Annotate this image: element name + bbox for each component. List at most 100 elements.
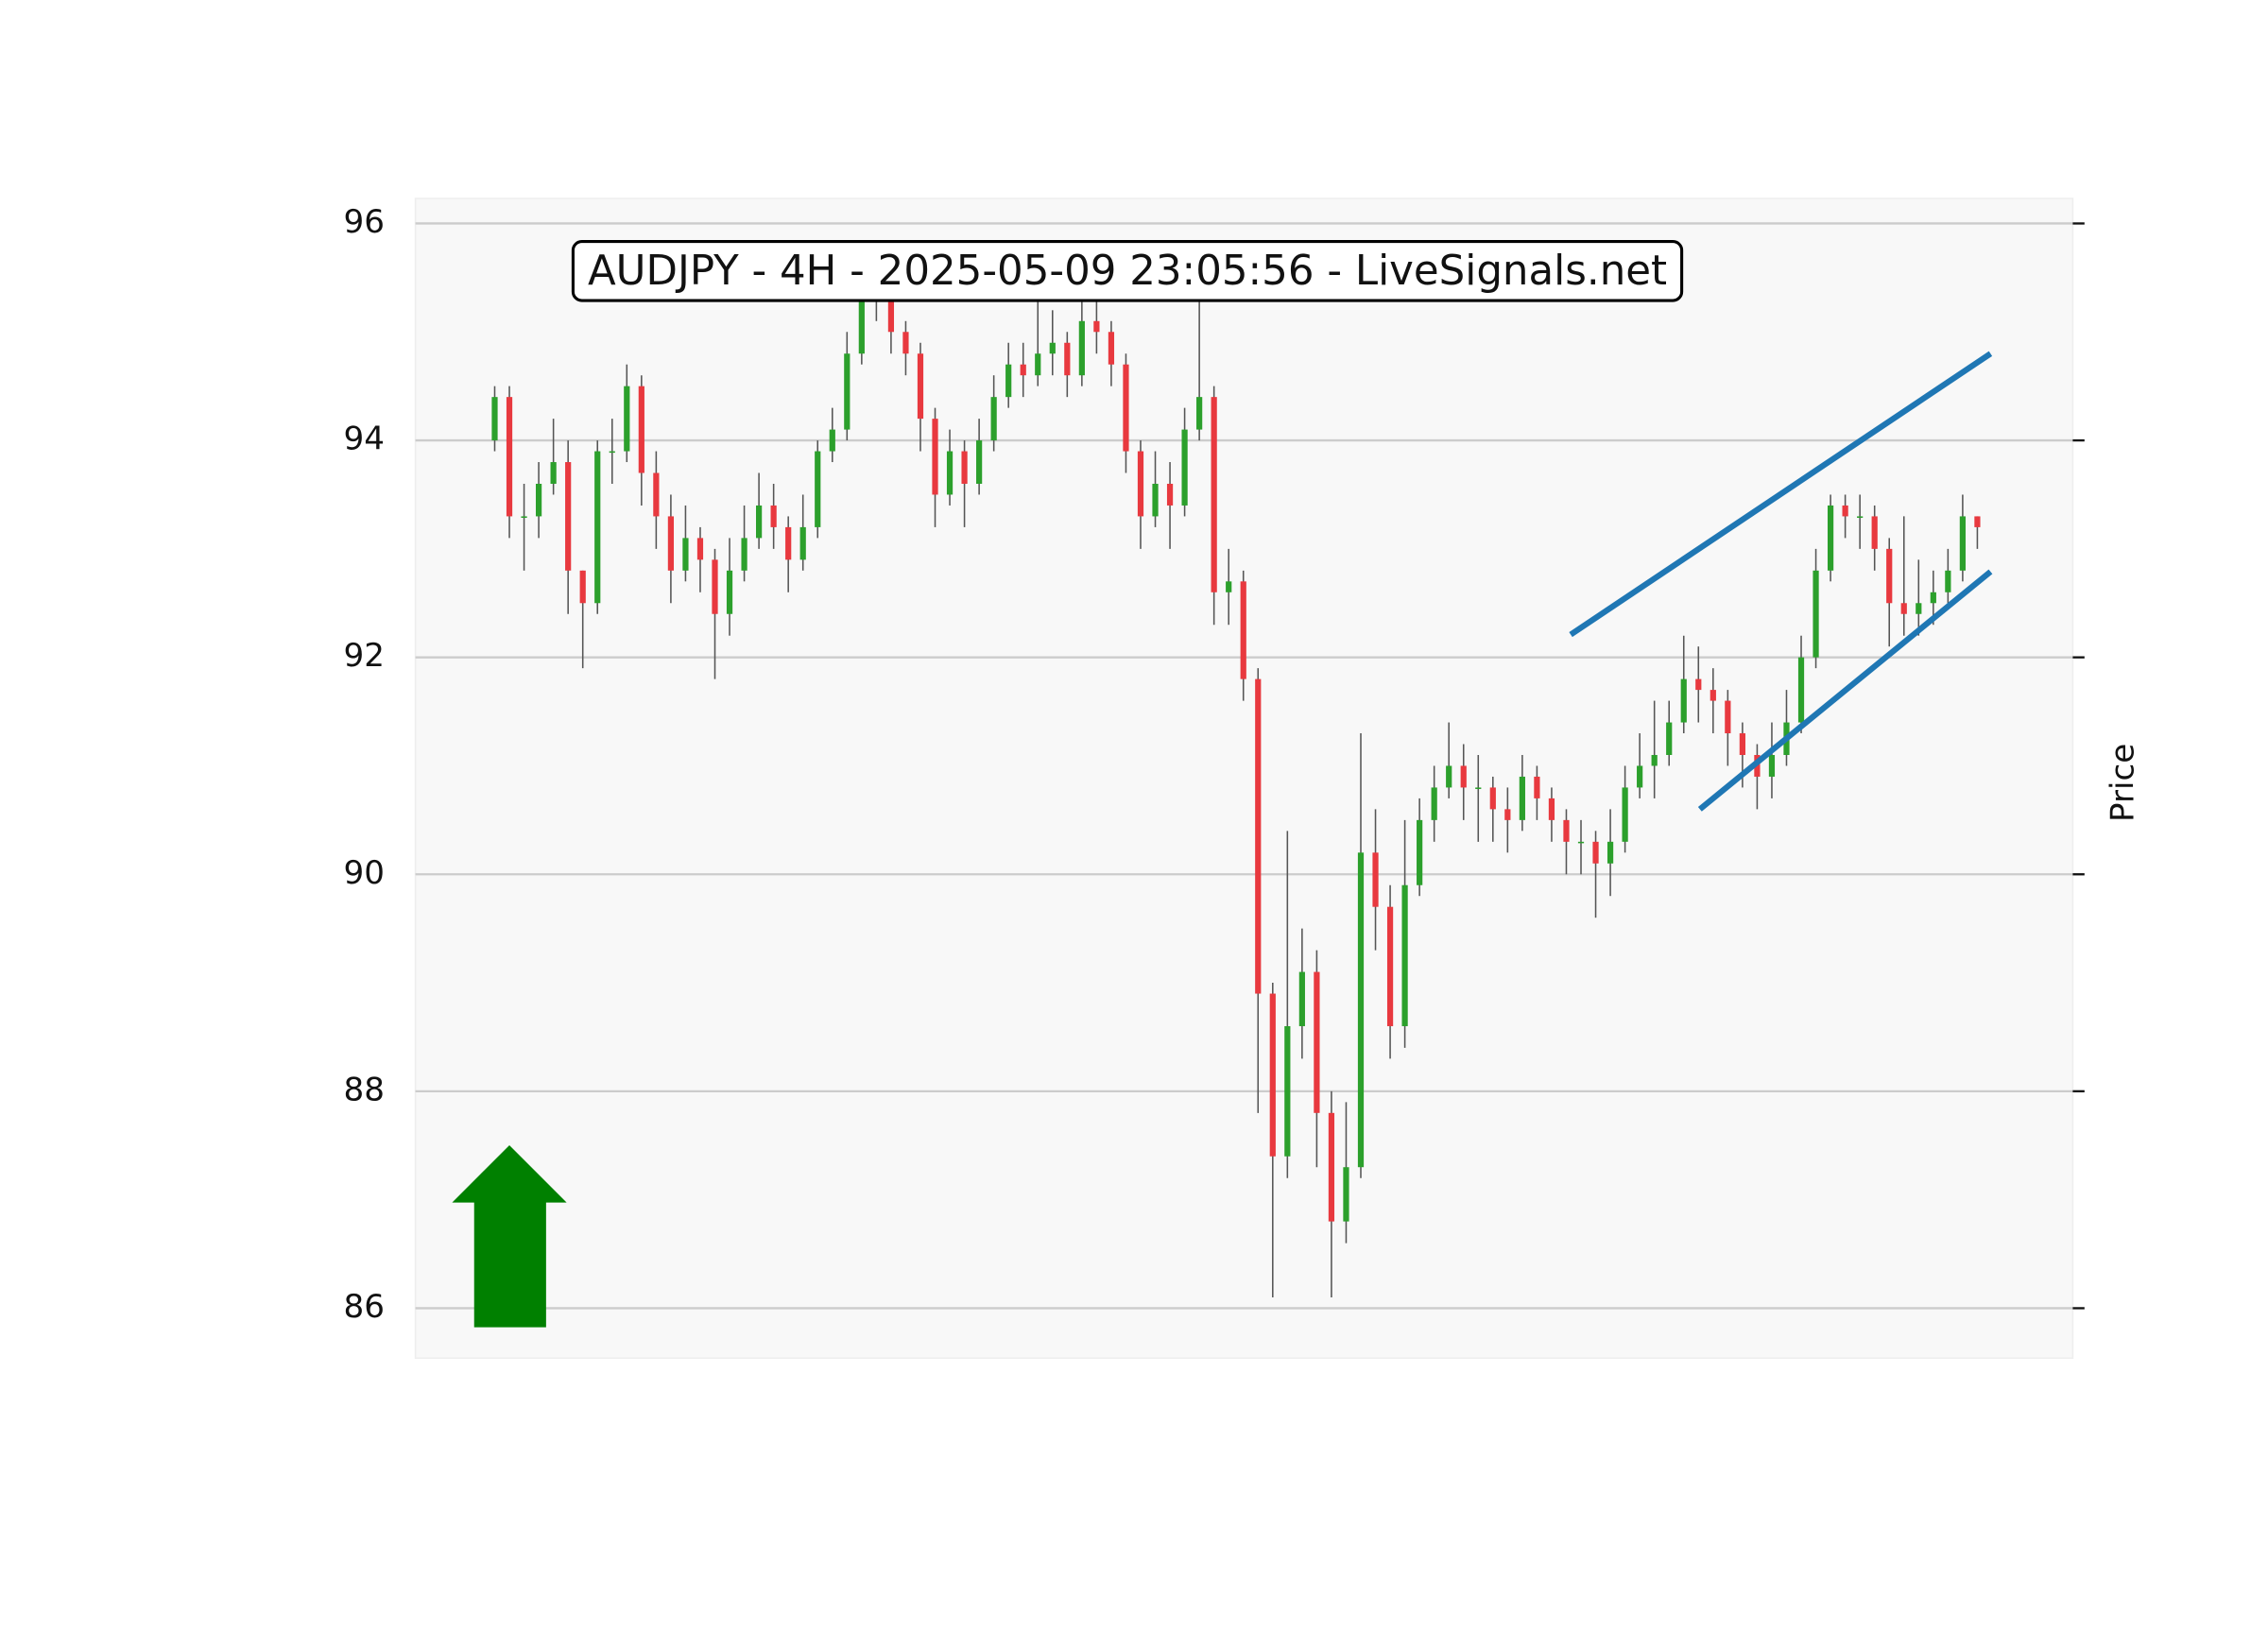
candle-body (1534, 776, 1540, 798)
candle-body (1005, 364, 1012, 398)
candle-body (858, 299, 865, 354)
candle-body (609, 451, 615, 454)
candle-body (1386, 906, 1394, 1026)
candle-body (1680, 678, 1687, 723)
title-box (571, 240, 1684, 302)
candle-body (1695, 678, 1702, 691)
candle-body (1123, 364, 1129, 452)
candle-body (1916, 603, 1922, 614)
candle-body (990, 397, 997, 441)
candle-body (1959, 516, 1966, 571)
candle-body (1945, 570, 1951, 592)
candle-body (741, 538, 747, 571)
candle-body (1181, 429, 1188, 506)
y-tick-label: 86 (344, 1288, 385, 1326)
candle-body (1328, 1112, 1335, 1222)
candle-body (799, 526, 806, 560)
candle-body (1974, 516, 1981, 527)
candle-body (917, 353, 924, 420)
candle-body (770, 505, 777, 527)
candle-body (1725, 700, 1731, 734)
candle-body (1813, 570, 1819, 658)
candle-body (1871, 516, 1878, 549)
candle-body (1093, 320, 1100, 333)
trendline (1569, 351, 1993, 638)
candle-body (902, 332, 909, 354)
y-tick-label: 96 (344, 203, 385, 241)
candle-body (565, 462, 572, 571)
candle-body (1622, 787, 1628, 842)
candle-body (1475, 787, 1482, 789)
candle-body (1637, 765, 1643, 788)
candle-body (1900, 603, 1907, 614)
candle-body (976, 440, 983, 484)
candles (491, 255, 1981, 1297)
candle-body (1035, 353, 1041, 376)
candle-body (1314, 971, 1320, 1113)
candle-body (1417, 819, 1423, 885)
candle-body (696, 538, 704, 560)
candle-body (653, 472, 660, 517)
candle-body (1768, 754, 1776, 777)
candle-body (712, 559, 718, 614)
candle-body (844, 353, 850, 430)
candle-body (932, 419, 938, 495)
candle-body (1519, 776, 1525, 820)
candle-body (1606, 841, 1614, 864)
candle-body (667, 516, 675, 571)
candle-body (1710, 690, 1716, 701)
candle-body (491, 397, 498, 441)
candle-body (1078, 320, 1085, 376)
y-axis-label: Price (2104, 744, 2141, 822)
y-tick-label: 92 (344, 637, 385, 675)
candle-body (1666, 722, 1673, 755)
signal-arrow (452, 1145, 567, 1328)
candle-body (1857, 516, 1864, 518)
candle-body (1137, 451, 1144, 517)
candle-body (726, 570, 733, 614)
candle-body (815, 451, 821, 527)
candle-body (1739, 733, 1745, 755)
candle-body (1298, 971, 1305, 1026)
candle-body (1577, 841, 1585, 844)
candle-body (1240, 581, 1246, 679)
candle-body (638, 386, 644, 473)
candle-body (1446, 765, 1452, 788)
candle-body (1401, 884, 1408, 1026)
candle-body (1152, 483, 1159, 517)
candle-body (1166, 483, 1174, 506)
y-tick-label: 90 (344, 854, 385, 892)
candle-body (1489, 787, 1496, 810)
candle-body (1797, 657, 1805, 723)
candle-body (1651, 754, 1658, 766)
candle-body (1563, 819, 1570, 842)
candle-body (550, 462, 557, 484)
plot-area (414, 197, 2074, 1360)
candle-body (1226, 581, 1232, 592)
candle-body (1827, 505, 1834, 571)
candle-body (1196, 397, 1203, 430)
candle-body (1886, 548, 1893, 604)
candle-body (1255, 678, 1262, 994)
candle-body (1548, 798, 1555, 820)
candle-body (1357, 852, 1365, 1168)
candle-body (1460, 765, 1467, 788)
grid: 86 88 90 92 94 96 (344, 203, 2085, 1326)
candle-body (1930, 592, 1936, 604)
candle-body (594, 451, 601, 604)
candle-body (535, 483, 542, 517)
candle-body (579, 570, 586, 604)
candle-body (829, 429, 835, 452)
chart-title: AUDJPY - 4H - 2025-05-09 23:05:56 - Live… (588, 248, 1667, 295)
candle-body (1108, 332, 1115, 365)
candle-body (1064, 342, 1071, 376)
candle-body (1842, 505, 1848, 517)
candle-body (521, 516, 527, 518)
candle-body (961, 451, 968, 484)
candle-body (506, 397, 513, 517)
candle-body (1504, 809, 1511, 820)
candle-body (756, 505, 763, 539)
candle-body (1343, 1167, 1349, 1222)
